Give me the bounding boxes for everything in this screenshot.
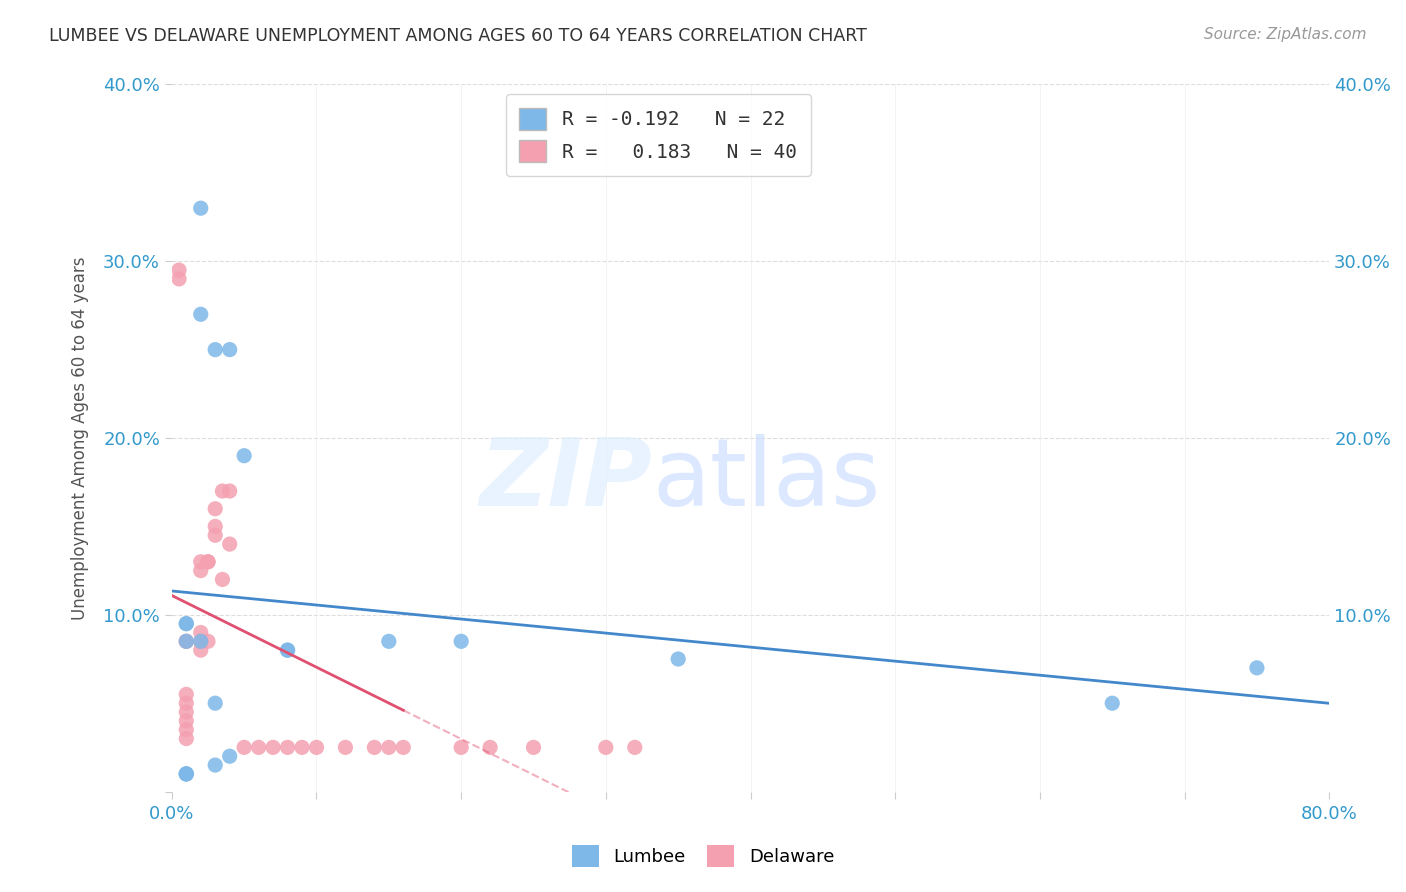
Point — [666, 652, 689, 666]
Point — [174, 696, 197, 710]
Text: atlas: atlas — [652, 434, 880, 526]
Point — [190, 201, 212, 215]
Point — [363, 740, 385, 755]
Text: Source: ZipAtlas.com: Source: ZipAtlas.com — [1204, 27, 1367, 42]
Point — [167, 263, 190, 277]
Point — [204, 696, 226, 710]
Point — [174, 767, 197, 781]
Point — [218, 343, 240, 357]
Point — [174, 767, 197, 781]
Point — [190, 564, 212, 578]
Point — [204, 758, 226, 772]
Point — [277, 643, 299, 657]
Point — [218, 749, 240, 764]
Point — [218, 537, 240, 551]
Point — [335, 740, 357, 755]
Point — [211, 484, 233, 499]
Point — [174, 687, 197, 701]
Point — [174, 767, 197, 781]
Point — [450, 634, 472, 648]
Text: ZIP: ZIP — [479, 434, 652, 526]
Point — [1246, 661, 1268, 675]
Point — [197, 555, 219, 569]
Point — [174, 616, 197, 631]
Point — [190, 634, 212, 648]
Point — [277, 643, 299, 657]
Point — [197, 634, 219, 648]
Point — [204, 528, 226, 542]
Point — [190, 643, 212, 657]
Point — [190, 307, 212, 321]
Point — [623, 740, 645, 755]
Point — [522, 740, 544, 755]
Point — [174, 634, 197, 648]
Point — [204, 501, 226, 516]
Point — [211, 573, 233, 587]
Point — [174, 634, 197, 648]
Point — [190, 555, 212, 569]
Point — [218, 484, 240, 499]
Point — [595, 740, 617, 755]
Point — [174, 723, 197, 737]
Point — [479, 740, 502, 755]
Point — [233, 740, 256, 755]
Point — [204, 519, 226, 533]
Point — [277, 740, 299, 755]
Point — [305, 740, 328, 755]
Point — [392, 740, 415, 755]
Point — [190, 634, 212, 648]
Point — [174, 616, 197, 631]
Point — [174, 705, 197, 719]
Point — [291, 740, 314, 755]
Point — [247, 740, 270, 755]
Point — [1101, 696, 1123, 710]
Point — [174, 634, 197, 648]
Legend: Lumbee, Delaware: Lumbee, Delaware — [565, 838, 841, 874]
Point — [197, 555, 219, 569]
Point — [378, 740, 401, 755]
Point — [167, 272, 190, 286]
Point — [233, 449, 256, 463]
Text: LUMBEE VS DELAWARE UNEMPLOYMENT AMONG AGES 60 TO 64 YEARS CORRELATION CHART: LUMBEE VS DELAWARE UNEMPLOYMENT AMONG AG… — [49, 27, 868, 45]
Legend: R = -0.192   N = 22, R =   0.183   N = 40: R = -0.192 N = 22, R = 0.183 N = 40 — [506, 95, 811, 176]
Point — [204, 343, 226, 357]
Point — [450, 740, 472, 755]
Point — [190, 625, 212, 640]
Point — [174, 714, 197, 728]
Point — [378, 634, 401, 648]
Y-axis label: Unemployment Among Ages 60 to 64 years: Unemployment Among Ages 60 to 64 years — [72, 256, 89, 620]
Point — [262, 740, 284, 755]
Point — [174, 731, 197, 746]
